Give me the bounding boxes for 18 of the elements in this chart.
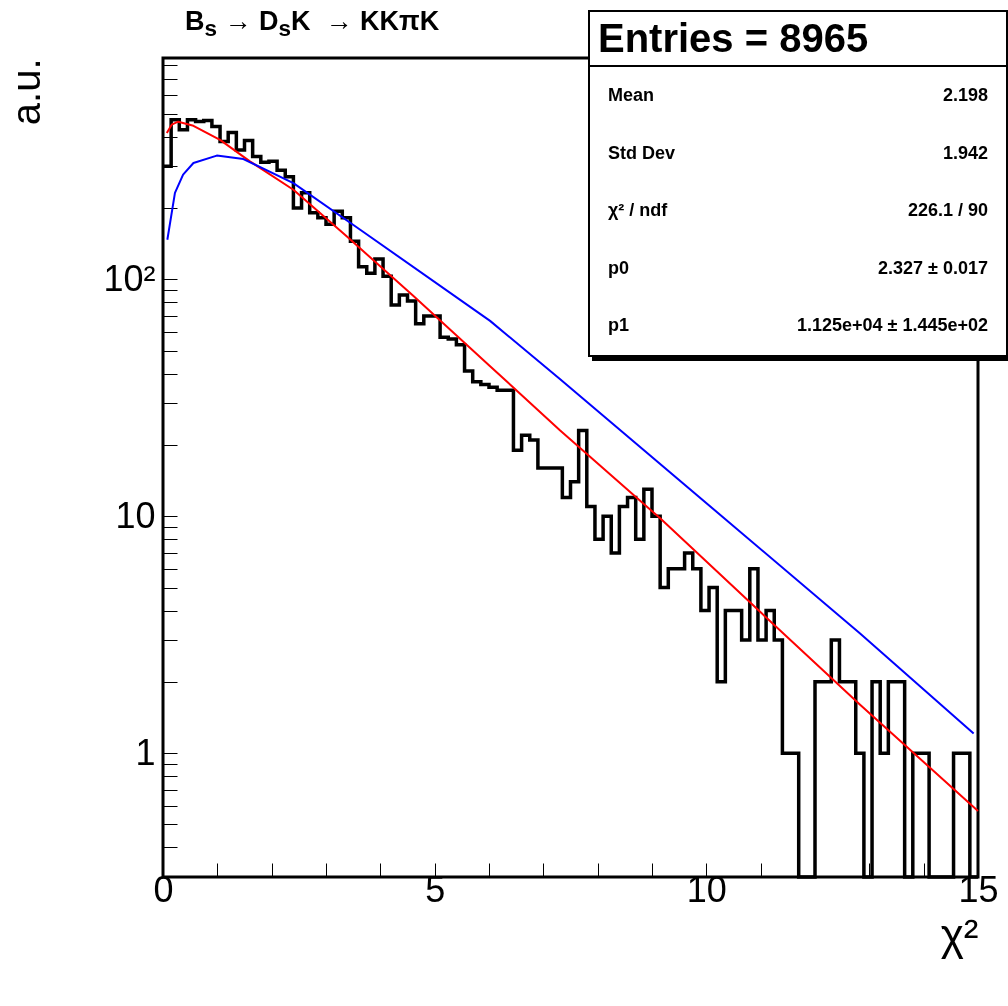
chart-title: B$_{s}$ → D$_{s}$K → KKπK — [185, 6, 440, 43]
annotation: Entries = 8965 — [590, 12, 1006, 67]
annotation: 2.327 ± 0.017 — [878, 257, 988, 279]
y-tick-label: 10 — [115, 494, 156, 536]
annotation: Std Dev — [608, 142, 676, 164]
y-axis-title: a.u. — [4, 58, 49, 126]
annotation: 2.198 — [942, 85, 988, 107]
x-tick-label: 15 — [958, 868, 999, 910]
y-tick-label: 1 — [135, 731, 156, 773]
annotation: 226.1 / 90 — [907, 200, 988, 222]
y-tick-label: 10² — [103, 257, 156, 299]
annotation: p0 — [608, 257, 630, 279]
annotation: Mean — [608, 85, 655, 107]
annotation: 1.942 — [942, 142, 988, 164]
annotation: χ² / ndf — [608, 200, 668, 222]
annotation: p1 — [608, 315, 630, 337]
annotation: 1.125e+04 ± 1.445e+02 — [796, 315, 988, 337]
x-axis-title: χ² — [940, 909, 979, 959]
